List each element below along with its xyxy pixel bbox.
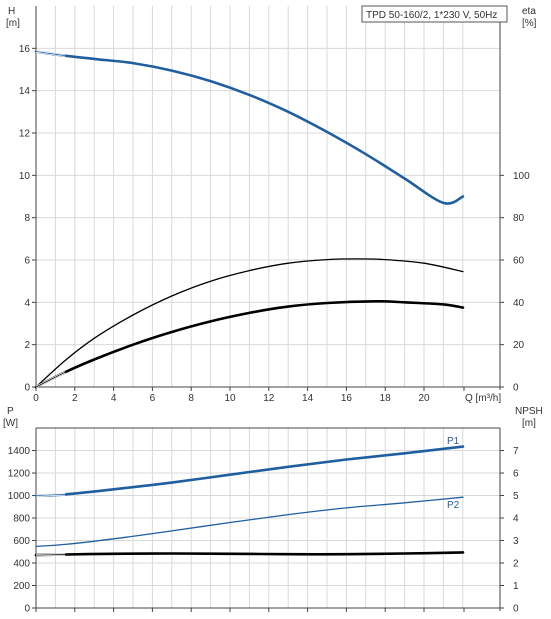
bottom-left-tick-label: 200 xyxy=(13,581,30,592)
bottom-series-2-line xyxy=(34,551,465,557)
x-tick-label: 2 xyxy=(72,393,78,404)
x-tick-label: 4 xyxy=(111,393,117,404)
x-tick-label: 8 xyxy=(188,393,194,404)
bottom-right-tick-label: 1 xyxy=(513,581,519,592)
bottom-left-tick-label: 1200 xyxy=(8,469,31,480)
top-right-tick-label: 80 xyxy=(513,213,525,224)
bottom-series-0-line xyxy=(34,445,465,497)
x-tick-label: Q [m³/h] xyxy=(465,393,501,404)
bottom-left-tick-label: 600 xyxy=(13,536,30,547)
bottom-axes xyxy=(33,427,503,611)
x-tick-label: 20 xyxy=(418,393,430,404)
top-series-0-leadin xyxy=(35,51,66,57)
bottom-right-tick-label: 4 xyxy=(513,514,519,525)
top-series-0-line xyxy=(34,50,465,205)
bottom-series-0-leadin xyxy=(35,494,66,496)
top-left-tick-label: 10 xyxy=(19,171,31,182)
top-series-1-line xyxy=(35,258,464,388)
top-left-tick-label: 0 xyxy=(24,383,30,394)
p1-series-label: P1 xyxy=(447,436,460,447)
bottom-right-tick-label: 0 xyxy=(513,604,519,615)
chart-title: TPD 50-160/2, 1*230 V, 50Hz xyxy=(366,10,497,21)
x-tick-label: 0 xyxy=(33,393,39,404)
h-axis-unit: [m] xyxy=(6,18,20,29)
top-left-tick-label: 14 xyxy=(19,86,31,97)
bottom-series xyxy=(34,445,465,557)
top-axes xyxy=(33,6,503,390)
top-right-tick-label: 100 xyxy=(513,171,530,182)
chart-title-box xyxy=(361,5,508,23)
p-axis-unit: [W] xyxy=(3,418,18,429)
x-tick-label: 12 xyxy=(263,393,275,404)
bottom-series-2-leadin xyxy=(35,554,66,556)
p2-series-label: P2 xyxy=(447,500,460,511)
top-ticks: 0 2 4 6 8 10 12 14 16 0 20 40 60 80 100 0 2 4 6 8 10 12 14 16 18… xyxy=(19,44,530,404)
eta-axis-name: eta xyxy=(522,6,536,17)
top-right-tick-label: 60 xyxy=(513,256,525,267)
top-right-tick-label: 40 xyxy=(513,298,525,309)
bottom-right-tick-label: 7 xyxy=(513,446,519,457)
bottom-grid xyxy=(36,428,500,608)
eta-axis-unit: [%] xyxy=(522,18,537,29)
x-tick-label: 16 xyxy=(341,393,353,404)
bottom-right-tick-label: 5 xyxy=(513,491,519,502)
bottom-left-tick-label: 400 xyxy=(13,559,30,570)
bottom-left-tick-label: 800 xyxy=(13,514,30,525)
x-tick-label: 10 xyxy=(224,393,236,404)
bottom-left-tick-label: 1000 xyxy=(8,491,31,502)
npsh-axis-unit: [m] xyxy=(522,418,536,429)
top-series-2-leadin xyxy=(35,371,66,388)
top-series xyxy=(34,50,465,389)
npsh-axis-name: NPSH xyxy=(515,406,543,417)
x-tick-label: 18 xyxy=(380,393,392,404)
top-series-2-line xyxy=(34,299,465,389)
x-tick-label: 14 xyxy=(302,393,314,404)
top-left-tick-label: 12 xyxy=(19,129,31,140)
bottom-ticks: 0 200 400 600 800 1000 1200 1400 0 1 2 3 4 5 6 7 xyxy=(8,446,519,615)
top-left-tick-label: 2 xyxy=(24,340,30,351)
bottom-left-tick-label: 1400 xyxy=(8,446,31,457)
bottom-right-tick-label: 6 xyxy=(513,469,519,480)
top-left-tick-label: 6 xyxy=(24,256,30,267)
bottom-right-tick-label: 2 xyxy=(513,559,519,570)
bottom-series-1-line xyxy=(35,496,464,548)
bottom-left-tick-label: 0 xyxy=(24,604,30,615)
top-right-tick-label: 0 xyxy=(513,383,519,394)
top-left-tick-label: 4 xyxy=(24,298,30,309)
h-axis-name: H xyxy=(8,6,15,17)
top-left-tick-label: 8 xyxy=(24,213,30,224)
x-tick-label: 6 xyxy=(150,393,156,404)
p-axis-name: P xyxy=(7,406,14,417)
top-right-tick-label: 20 xyxy=(513,340,525,351)
bottom-right-tick-label: 3 xyxy=(513,536,519,547)
top-left-tick-label: 16 xyxy=(19,44,31,55)
head-efficiency-panel: 0 2 4 6 8 10 12 14 16 0 20 40 60 80 100 0 2 4 6 8 10 12 14 16 18… xyxy=(6,5,537,404)
